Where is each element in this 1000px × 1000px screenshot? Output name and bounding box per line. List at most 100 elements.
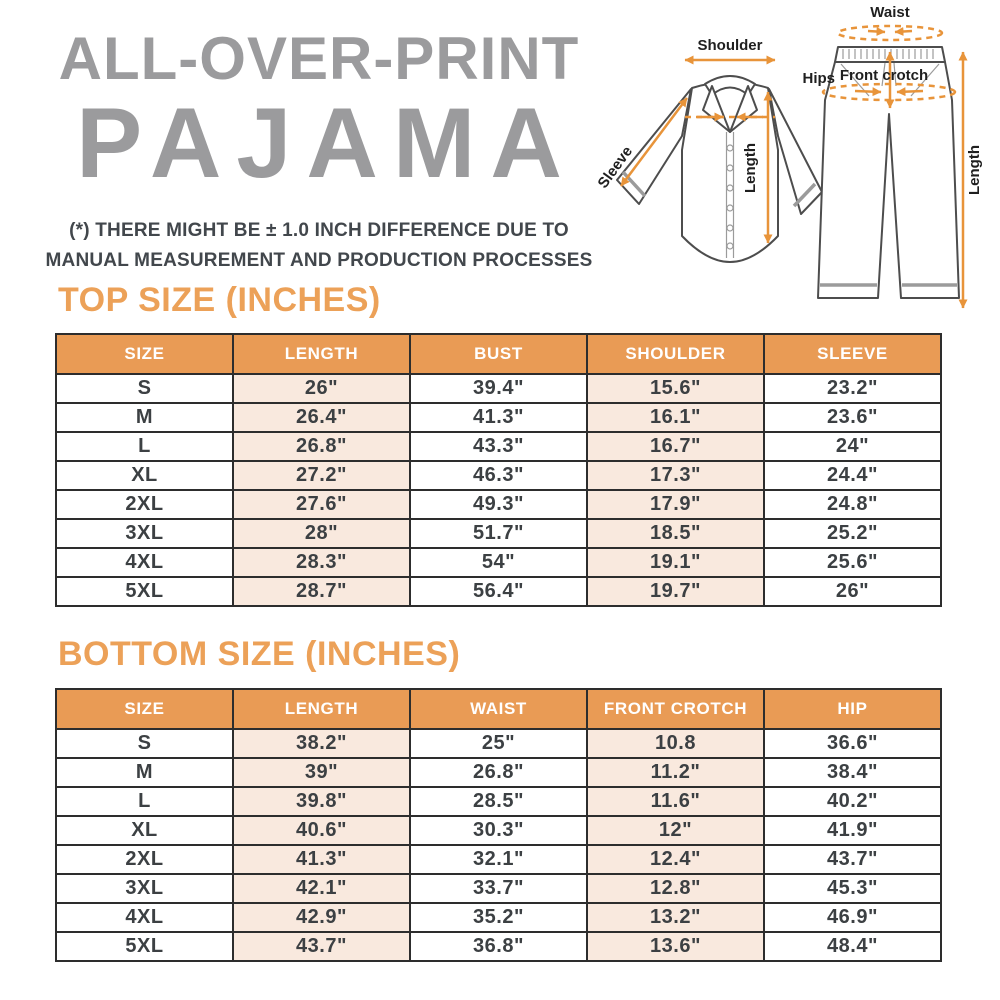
- measurement-cell: 28": [232, 518, 411, 549]
- measurement-cell: 16.1": [586, 402, 765, 433]
- table-row: 5XL 43.7" 36.8" 13.6" 48.4": [55, 931, 942, 962]
- measurement-cell: 41.9": [763, 815, 942, 846]
- measurement-cell: 48.4": [763, 931, 942, 962]
- table-row: 4XL 28.3" 54" 19.1" 25.6": [55, 547, 942, 578]
- measurement-cell: 16.7": [586, 431, 765, 462]
- measurement-cell: 45.3": [763, 873, 942, 904]
- measurement-cell: 25.6": [763, 547, 942, 578]
- top-length-measure-label: Length: [742, 143, 759, 193]
- size-cell: M: [55, 757, 234, 788]
- measurement-cell: 17.9": [586, 489, 765, 520]
- measurement-cell: 28.3": [232, 547, 411, 578]
- disclaimer-line1: (*) THERE MIGHT BE ± 1.0 INCH DIFFERENCE…: [69, 220, 569, 242]
- size-cell: XL: [55, 460, 234, 491]
- measurement-cell: 13.6": [586, 931, 765, 962]
- measurement-cell: 11.2": [586, 757, 765, 788]
- measurement-cell: 51.7": [409, 518, 588, 549]
- bottom-size-table: SIZE LENGTH WAIST FRONT CROTCH HIP S 38.2" 25"…: [55, 688, 942, 962]
- size-cell: L: [55, 431, 234, 462]
- measurement-cell: 26": [232, 373, 411, 404]
- bottom-size-table-body: S 38.2" 25" 10.8 36.6" M 39" 26.8" 11.2" 38.4" L 39…: [55, 728, 942, 962]
- measurement-cell: 46.3": [409, 460, 588, 491]
- measurement-cell: 41.3": [232, 844, 411, 875]
- table-row: L 26.8" 43.3" 16.7" 24": [55, 431, 942, 462]
- table-row: 3XL 42.1" 33.7" 12.8" 45.3": [55, 873, 942, 904]
- table-row: 2XL 27.6" 49.3" 17.9" 24.8": [55, 489, 942, 520]
- measurement-cell: 43.7": [232, 931, 411, 962]
- pajama-top-drawing: [616, 75, 823, 263]
- table-row: S 38.2" 25" 10.8 36.6": [55, 728, 942, 759]
- table-row: M 26.4" 41.3" 16.1" 23.6": [55, 402, 942, 433]
- measurement-cell: 40.2": [763, 786, 942, 817]
- measurement-cell: 36.6": [763, 728, 942, 759]
- shoulder-measure-label: Shoulder: [697, 37, 762, 54]
- table-row: M 39" 26.8" 11.2" 38.4": [55, 757, 942, 788]
- top-size-table: SIZE LENGTH BUST SHOULDER SLEEVE S 26" 39.4" 15…: [55, 333, 942, 607]
- pajama-measurement-diagram: Shoulder Length Sleeve Waist Hips: [595, 4, 983, 309]
- measurement-cell: 11.6": [586, 786, 765, 817]
- measurement-cell: 13.2": [586, 902, 765, 933]
- hips-measure-label: Hips: [802, 70, 835, 87]
- size-cell: S: [55, 728, 234, 759]
- measurement-cell: 24.4": [763, 460, 942, 491]
- column-header: LENGTH: [232, 688, 411, 730]
- table-row: 4XL 42.9" 35.2" 13.2" 46.9": [55, 902, 942, 933]
- measurement-cell: 54": [409, 547, 588, 578]
- bottom-measure-arrows: [821, 24, 968, 309]
- size-cell: 2XL: [55, 489, 234, 520]
- measurement-cell: 15.6": [586, 373, 765, 404]
- table-row: 2XL 41.3" 32.1" 12.4" 43.7": [55, 844, 942, 875]
- column-header: SIZE: [55, 333, 234, 375]
- top-size-table-head: SIZE LENGTH BUST SHOULDER SLEEVE: [55, 333, 942, 375]
- column-header: SLEEVE: [763, 333, 942, 375]
- measurement-cell: 23.2": [763, 373, 942, 404]
- measurement-cell: 42.1": [232, 873, 411, 904]
- measurement-cell: 10.8: [586, 728, 765, 759]
- table-row: 3XL 28" 51.7" 18.5" 25.2": [55, 518, 942, 549]
- measurement-cell: 30.3": [409, 815, 588, 846]
- bottom-size-section-title: BOTTOM SIZE (INCHES): [58, 635, 461, 673]
- size-cell: XL: [55, 815, 234, 846]
- measurement-cell: 25.2": [763, 518, 942, 549]
- measurement-cell: 12.4": [586, 844, 765, 875]
- measurement-cell: 43.3": [409, 431, 588, 462]
- waist-measure-label: Waist: [870, 4, 909, 21]
- bottom-length-measure-label: Length: [966, 145, 983, 195]
- measurement-cell: 24.8": [763, 489, 942, 520]
- column-header: WAIST: [409, 688, 588, 730]
- size-cell: S: [55, 373, 234, 404]
- measurement-cell: 28.7": [232, 576, 411, 607]
- table-row: L 39.8" 28.5" 11.6" 40.2": [55, 786, 942, 817]
- measurement-cell: 12": [586, 815, 765, 846]
- column-header: BUST: [409, 333, 588, 375]
- measurement-cell: 39.8": [232, 786, 411, 817]
- table-row: XL 40.6" 30.3" 12" 41.9": [55, 815, 942, 846]
- measurement-cell: 40.6": [232, 815, 411, 846]
- size-cell: M: [55, 402, 234, 433]
- measurement-cell: 27.6": [232, 489, 411, 520]
- measurement-cell: 19.7": [586, 576, 765, 607]
- measurement-cell: 43.7": [763, 844, 942, 875]
- measurement-cell: 46.9": [763, 902, 942, 933]
- column-header: LENGTH: [232, 333, 411, 375]
- measurement-cell: 12.8": [586, 873, 765, 904]
- size-cell: L: [55, 786, 234, 817]
- measurement-cell: 39": [232, 757, 411, 788]
- measurement-cell: 26.4": [232, 402, 411, 433]
- column-header: SHOULDER: [586, 333, 765, 375]
- measurement-cell: 41.3": [409, 402, 588, 433]
- measurement-cell: 49.3": [409, 489, 588, 520]
- column-header: SIZE: [55, 688, 234, 730]
- measurement-cell: 26.8": [409, 757, 588, 788]
- column-header: HIP: [763, 688, 942, 730]
- bottom-size-table-head: SIZE LENGTH WAIST FRONT CROTCH HIP: [55, 688, 942, 730]
- header-row: SIZE LENGTH BUST SHOULDER SLEEVE: [55, 333, 942, 375]
- size-cell: 2XL: [55, 844, 234, 875]
- size-cell: 3XL: [55, 873, 234, 904]
- column-header: FRONT CROTCH: [586, 688, 765, 730]
- header-title-block: ALL-OVER-PRINT PAJAMA (*) THERE MIGHT BE…: [38, 28, 600, 275]
- table-row: S 26" 39.4" 15.6" 23.2": [55, 373, 942, 404]
- measurement-cell: 23.6": [763, 402, 942, 433]
- disclaimer-line2: MANUAL MEASUREMENT AND PRODUCTION PROCES…: [45, 249, 593, 271]
